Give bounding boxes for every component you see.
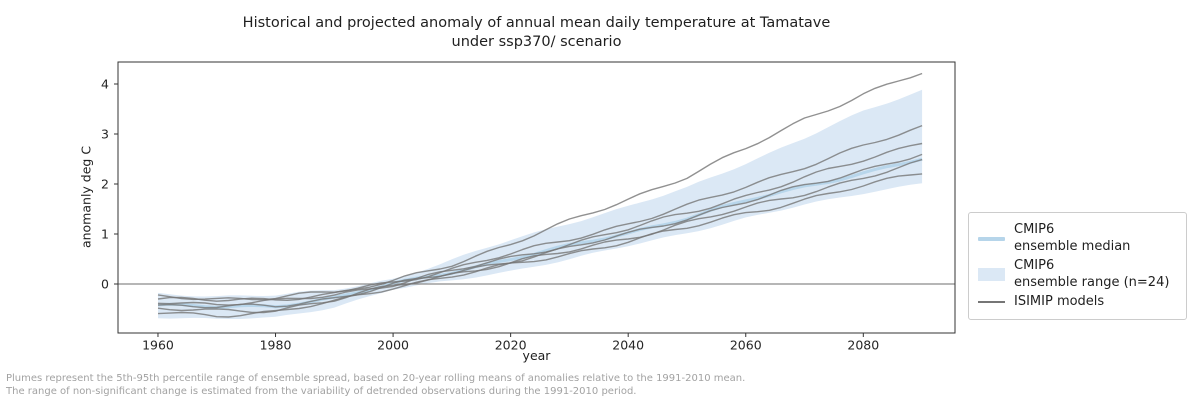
legend-label-cmip6-median: CMIP6 ensemble median [1014, 222, 1130, 256]
line-sample-icon [978, 236, 1005, 241]
chart-title: Historical and projected anomaly of annu… [118, 14, 955, 51]
x-axis-label: year [522, 348, 551, 363]
isimip-model-line [157, 124, 923, 301]
isimip-model-line [157, 158, 923, 314]
legend: CMIP6 ensemble median CMIP6 ensemble range … [968, 212, 1187, 321]
footnote: Plumes represent the 5th-95th percentile… [6, 372, 745, 398]
legend-swatch-isimip-models [978, 301, 1014, 303]
isimip-model-line [157, 142, 923, 306]
axes-spines [117, 61, 956, 334]
footnote-line1: Plumes represent the 5th-95th percentile… [6, 373, 746, 384]
legend-swatch-cmip6-range [978, 268, 1014, 282]
x-tick-label: 1980 [260, 338, 292, 353]
x-tick-label: 2080 [847, 338, 879, 353]
y-tick-label: 3 [101, 126, 109, 141]
legend-label-line: ISIMIP models [1014, 293, 1105, 309]
x-tick-label: 1960 [142, 338, 174, 353]
legend-label-line: ensemble median [1014, 238, 1131, 254]
legend-label-isimip-models: ISIMIP models [1014, 294, 1104, 311]
legend-label-line: CMIP6 [1014, 222, 1055, 237]
range-patch-icon [978, 268, 1005, 282]
legend-item-cmip6-median: CMIP6 ensemble median [978, 222, 1176, 256]
cmip6-ensemble-range-band [158, 89, 923, 319]
x-tick-label: 2000 [377, 338, 409, 353]
y-tick-label: 1 [101, 226, 109, 241]
legend-label-cmip6-range: CMIP6 ensemble range (n=24) [1014, 258, 1169, 292]
line-sample-icon [978, 301, 1005, 303]
legend-swatch-cmip6-median [978, 236, 1014, 241]
y-axis-label: anomanly deg C [78, 145, 94, 249]
y-tick-label: 0 [101, 276, 109, 291]
legend-label-line: CMIP6 [1014, 257, 1055, 273]
isimip-model-line [157, 72, 923, 302]
x-tick-label: 2040 [612, 338, 644, 353]
x-tick-label: 2020 [495, 338, 527, 353]
chart-title-line2: under ssp370/ scenario [451, 33, 622, 50]
footnote-line2: The range of non-significant change is e… [6, 386, 637, 398]
isimip-model-line [157, 173, 923, 318]
y-tick-label: 2 [101, 176, 109, 191]
x-tick-label: 2060 [730, 338, 762, 353]
legend-item-cmip6-range: CMIP6 ensemble range (n=24) [978, 258, 1176, 292]
legend-item-isimip-models: ISIMIP models [978, 294, 1176, 311]
legend-label-line: ensemble range (n=24) [1014, 274, 1170, 290]
y-tick-label: 4 [101, 76, 109, 91]
chart-title-line1: Historical and projected anomaly of annu… [242, 15, 831, 31]
